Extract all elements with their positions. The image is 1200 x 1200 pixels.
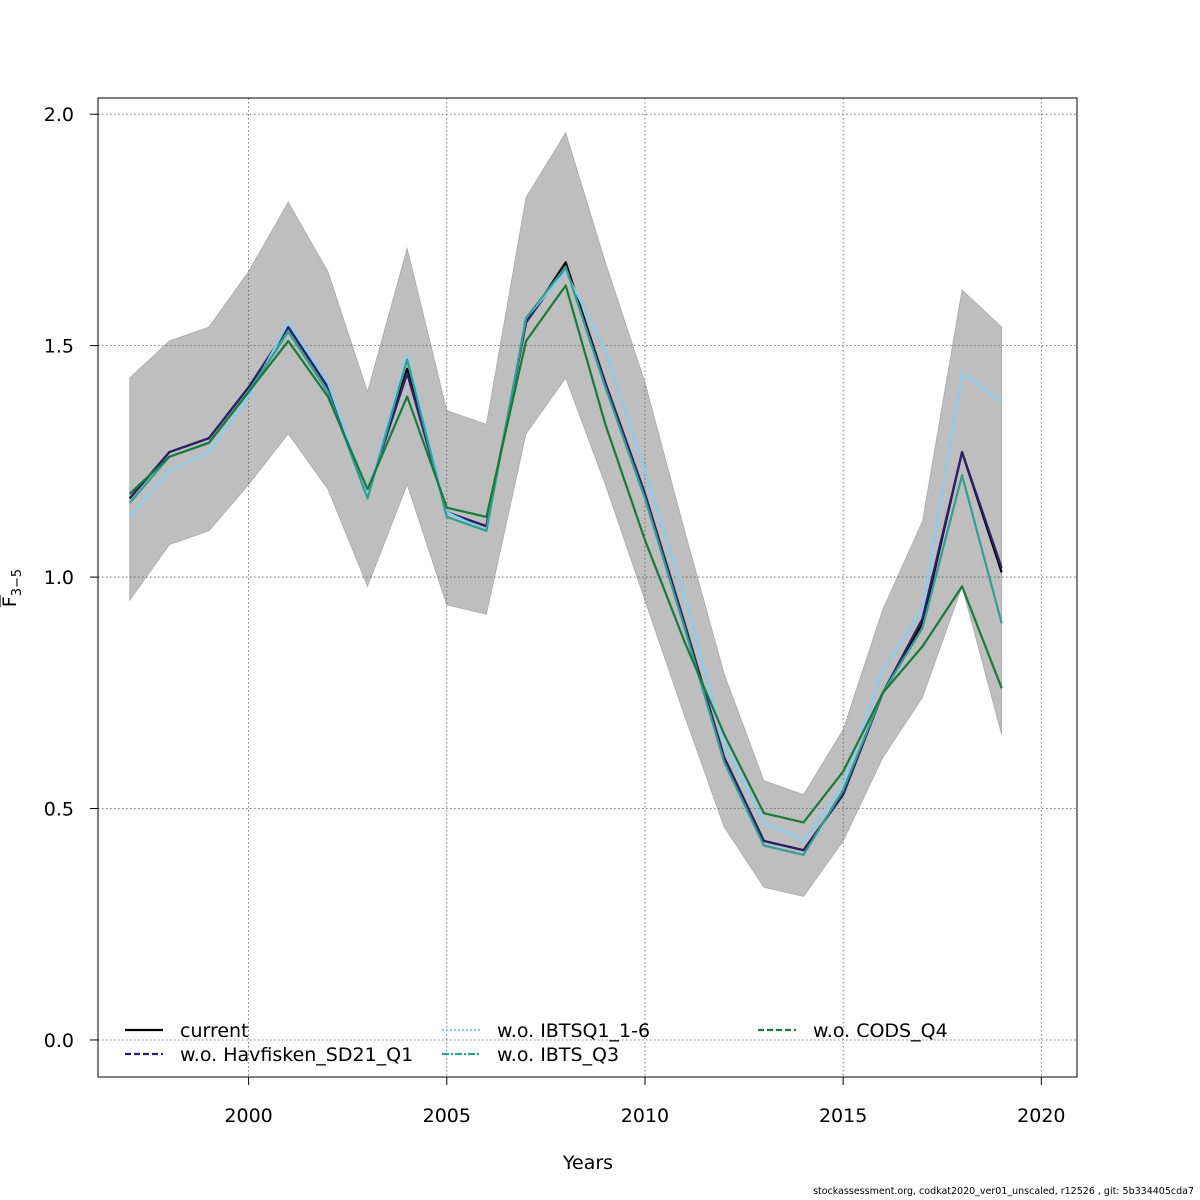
x-tick-label: 2010 [621,1105,669,1127]
y-axis-title-subscript: 3−5 [10,569,25,596]
y-tick-label: 1.5 [44,336,74,358]
y-tick-label: 0.5 [44,799,74,821]
legend-entry-3: w.o. IBTS_Q3 [442,1044,619,1066]
confidence-band [129,131,1003,897]
y-axis-title-main: F [0,596,21,607]
grid-layer [98,98,1077,1077]
x-axis-title: Years [562,1152,613,1174]
plot-frame [97,97,1078,1078]
series-line-4 [128,284,1003,824]
x-tick-label: 2005 [423,1105,471,1127]
axis-layer: 2000 2005 2010 2015 2020 0.0 0.5 1.0 1.5 2.0 [44,104,1066,1127]
legend-label: w.o. IBTS_Q3 [497,1044,619,1066]
x-tick-label: 2020 [1017,1105,1065,1127]
confidence-band-layer [129,131,1003,897]
x-tick-label: 2000 [224,1105,272,1127]
y-axis-title: F3−5 [0,569,25,607]
x-tick-label: 2015 [819,1105,867,1127]
svg-text:F3−5: F3−5 [0,569,25,607]
y-tick-label: 1.0 [44,567,74,589]
legend-label: w.o. Havfisken_SD21_Q1 [180,1044,413,1066]
legend-label: current [180,1020,249,1042]
legend-entry-1: w.o. Havfisken_SD21_Q1 [125,1044,413,1066]
legend-entry-0: current [125,1020,249,1042]
y-tick-label: 2.0 [44,104,74,126]
legend-label: w.o. CODS_Q4 [813,1020,948,1042]
y-tick-label: 0.0 [44,1030,74,1052]
legend-label: w.o. IBTSQ1_1-6 [497,1020,650,1042]
footer-credit: stockassessment.org, codkat2020_ver01_un… [813,1186,1194,1197]
legend-entry-4: w.o. CODS_Q4 [758,1020,948,1042]
series-line-3 [128,265,1003,856]
legend-entry-2: w.o. IBTSQ1_1-6 [442,1020,650,1042]
series-layer [128,261,1003,856]
